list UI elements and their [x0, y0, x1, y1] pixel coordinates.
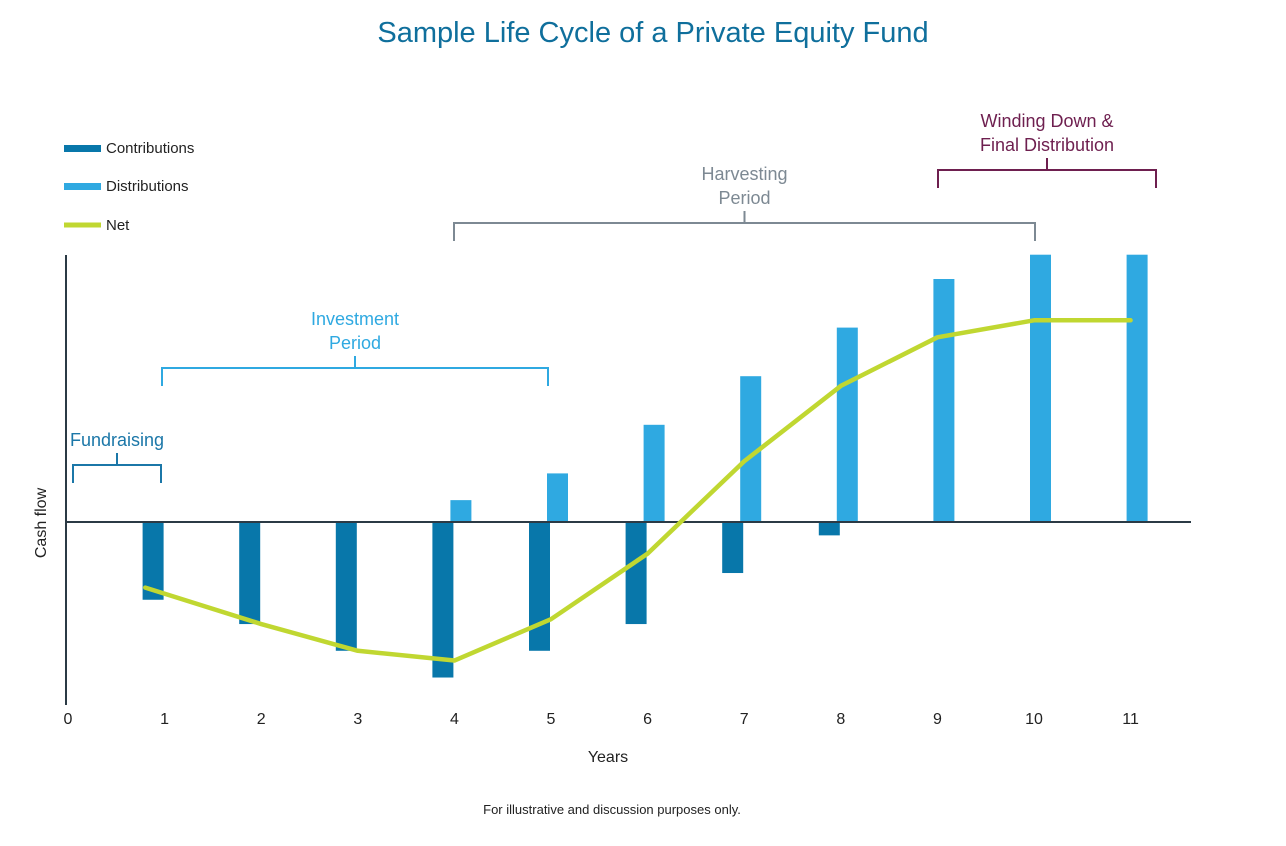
x-tick-label-8: 8	[836, 711, 845, 728]
x-tick-labels: 0 1 2 3 4 5 6 7 8 9 10 11	[64, 711, 1139, 728]
phase-label-harvesting: Harvesting	[701, 164, 787, 184]
x-tick-label-9: 9	[933, 711, 942, 728]
bars	[142, 254, 1148, 678]
phase-bracket-harvesting	[453, 211, 1036, 241]
net-series-line	[143, 318, 1133, 663]
x-tick-label-4: 4	[450, 711, 459, 728]
y-axis-label: Cash flow	[33, 487, 50, 558]
phase-label-winding-down: Final Distribution	[980, 135, 1114, 155]
bar-contribution-year-1	[142, 522, 164, 600]
x-tick-label-1: 1	[160, 711, 169, 728]
legend-label-distributions: Distributions	[106, 178, 189, 195]
phase-bracket-fundraising	[72, 453, 162, 483]
chart-title: Sample Life Cycle of a Private Equity Fu…	[377, 17, 928, 49]
legend-swatch-contributions	[64, 145, 101, 152]
phase-bracket-winding-down	[937, 158, 1157, 188]
x-tick-label-3: 3	[353, 711, 362, 728]
bar-distribution-year-4	[450, 500, 472, 522]
phase-brackets: Fundraising Investment Period Harvesting Per…	[70, 111, 1157, 483]
legend-swatch-distributions	[64, 183, 101, 190]
bar-distribution-year-10	[1030, 254, 1051, 522]
legend-label-net: Net	[106, 217, 130, 234]
bar-distribution-year-6	[643, 424, 665, 522]
phase-label-winding-down: Winding Down &	[980, 111, 1113, 131]
bar-distribution-year-9	[933, 279, 955, 522]
bar-distribution-year-5	[547, 473, 568, 522]
phase-label-investment: Investment	[311, 309, 399, 329]
bar-distribution-year-11	[1126, 254, 1148, 522]
phase-label-investment: Period	[329, 333, 381, 353]
bar-distribution-year-7	[740, 376, 762, 522]
x-tick-label-5: 5	[547, 711, 556, 728]
bar-contribution-year-4	[432, 522, 454, 678]
legend-label-contributions: Contributions	[106, 140, 194, 157]
phase-label-fundraising: Fundraising	[70, 430, 164, 450]
bar-contribution-year-3	[335, 522, 357, 651]
footnote: For illustrative and discussion purposes…	[483, 802, 741, 817]
x-tick-label-7: 7	[740, 711, 749, 728]
x-tick-label-2: 2	[257, 711, 266, 728]
bar-contribution-year-5	[529, 522, 550, 651]
x-tick-label-11: 11	[1122, 711, 1139, 728]
bar-contribution-year-8	[818, 522, 840, 536]
net-line	[143, 318, 1133, 663]
phase-bracket-investment	[161, 356, 549, 386]
x-axis-label: Years	[588, 749, 628, 766]
bar-distribution-year-8	[836, 327, 858, 522]
x-tick-label-10: 10	[1025, 711, 1043, 728]
x-tick-label-6: 6	[643, 711, 652, 728]
phase-label-harvesting: Period	[718, 188, 770, 208]
x-tick-label-0: 0	[64, 711, 73, 728]
bar-contribution-year-6	[625, 522, 647, 625]
bar-contribution-year-7	[722, 522, 744, 574]
legend: Contributions Distributions Net	[64, 140, 194, 234]
bar-contribution-year-2	[239, 522, 261, 625]
